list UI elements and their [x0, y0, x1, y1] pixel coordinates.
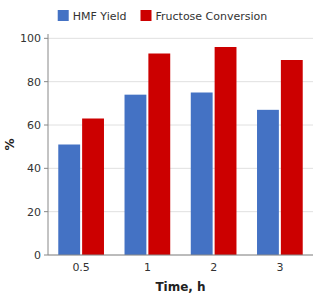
legend-swatch	[141, 10, 152, 21]
y-tick	[44, 125, 48, 126]
legend-swatch	[58, 10, 69, 21]
y-tick-label: 20	[27, 206, 41, 219]
x-tick-label: 2	[210, 261, 217, 274]
chart-container: 0 20 40 60 80 100 0.5 1 2 3 Time, h% HMF Yield Fruct…	[0, 0, 325, 299]
y-tick-label: 80	[27, 76, 41, 89]
bar	[148, 54, 170, 256]
legend-label: Fructose Conversion	[156, 10, 268, 23]
grid-line	[48, 81, 313, 82]
y-axis-line	[48, 34, 49, 255]
x-axis-label: Time, h	[155, 280, 205, 294]
y-tick-label: 0	[34, 249, 41, 262]
grid-line	[48, 255, 313, 256]
y-tick	[44, 211, 48, 212]
bar	[191, 93, 213, 256]
x-tick-label: 0.5	[72, 261, 90, 274]
bar	[257, 110, 279, 255]
chart: 0 20 40 60 80 100 0.5 1 2 3 Time, h% HMF Yield Fruct…	[0, 0, 325, 299]
bar	[125, 95, 147, 255]
bar	[82, 119, 104, 256]
bar	[281, 60, 303, 255]
y-tick	[44, 38, 48, 39]
bar	[58, 145, 80, 256]
legend: HMF Yield Fructose Conversion	[58, 10, 268, 23]
x-axis-line	[48, 255, 313, 256]
y-tick	[44, 81, 48, 82]
y-tick	[44, 168, 48, 169]
x-tick-label: 1	[144, 261, 151, 274]
y-axis-label: %	[3, 138, 17, 150]
bars	[58, 47, 302, 255]
y-tick-label: 40	[27, 162, 41, 175]
y-tick	[44, 255, 48, 256]
y-tick-label: 60	[27, 119, 41, 132]
bar	[215, 47, 237, 255]
legend-label: HMF Yield	[73, 10, 127, 23]
grid-line	[48, 38, 313, 39]
y-tick-label: 100	[20, 32, 41, 45]
x-tick-label: 3	[276, 261, 283, 274]
